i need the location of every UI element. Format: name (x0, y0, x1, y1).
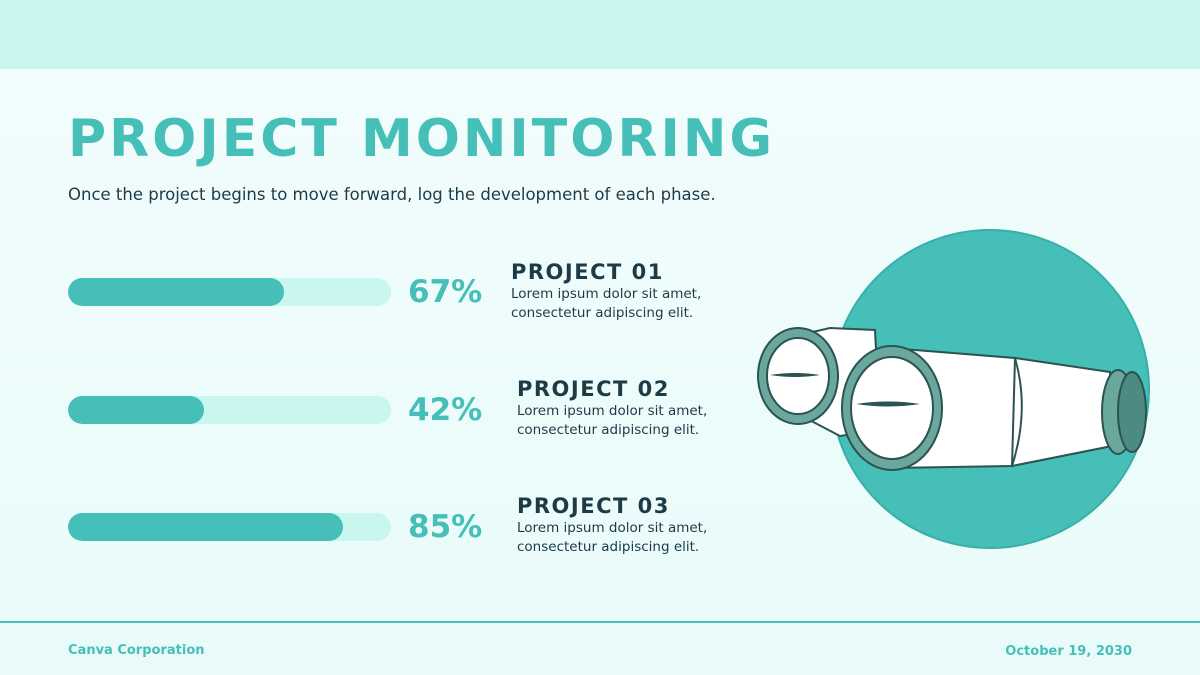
progress-fill (68, 513, 343, 541)
project-description-line1: Lorem ipsum dolor sit amet, (517, 403, 708, 419)
top-band (0, 0, 1200, 69)
project-description-line2: consectetur adipiscing elit. (517, 539, 700, 555)
project-title: PROJECT 02 (517, 377, 670, 401)
progress-percent-label: 42% (408, 392, 483, 428)
binoculars-icon (757, 229, 1150, 549)
progress-track (68, 396, 391, 424)
progress-track (68, 513, 391, 541)
footer-company: Canva Corporation (68, 643, 205, 658)
footer-date: October 19, 2030 (1005, 644, 1132, 659)
project-title: PROJECT 03 (517, 494, 670, 518)
project-description-line2: consectetur adipiscing elit. (517, 422, 700, 438)
project-row-01: 67% PROJECT 01 Lorem ipsum dolor sit ame… (0, 258, 760, 338)
binoculars-illustration (740, 220, 1180, 560)
progress-fill (68, 396, 204, 424)
footer-divider (0, 621, 1200, 623)
project-description-line2: consectetur adipiscing elit. (511, 305, 694, 321)
progress-fill (68, 278, 285, 306)
project-row-02: 42% PROJECT 02 Lorem ipsum dolor sit ame… (0, 376, 760, 456)
project-description-line1: Lorem ipsum dolor sit amet, (517, 520, 708, 536)
progress-track (68, 278, 391, 306)
progress-percent-label: 85% (408, 509, 483, 545)
progress-percent-label: 67% (408, 274, 483, 310)
slide-subtitle: Once the project begins to move forward,… (68, 185, 716, 204)
project-row-03: 85% PROJECT 03 Lorem ipsum dolor sit ame… (0, 493, 760, 573)
slide-title: PROJECT MONITORING (68, 109, 776, 169)
project-title: PROJECT 01 (511, 260, 664, 284)
project-description-line1: Lorem ipsum dolor sit amet, (511, 286, 702, 302)
